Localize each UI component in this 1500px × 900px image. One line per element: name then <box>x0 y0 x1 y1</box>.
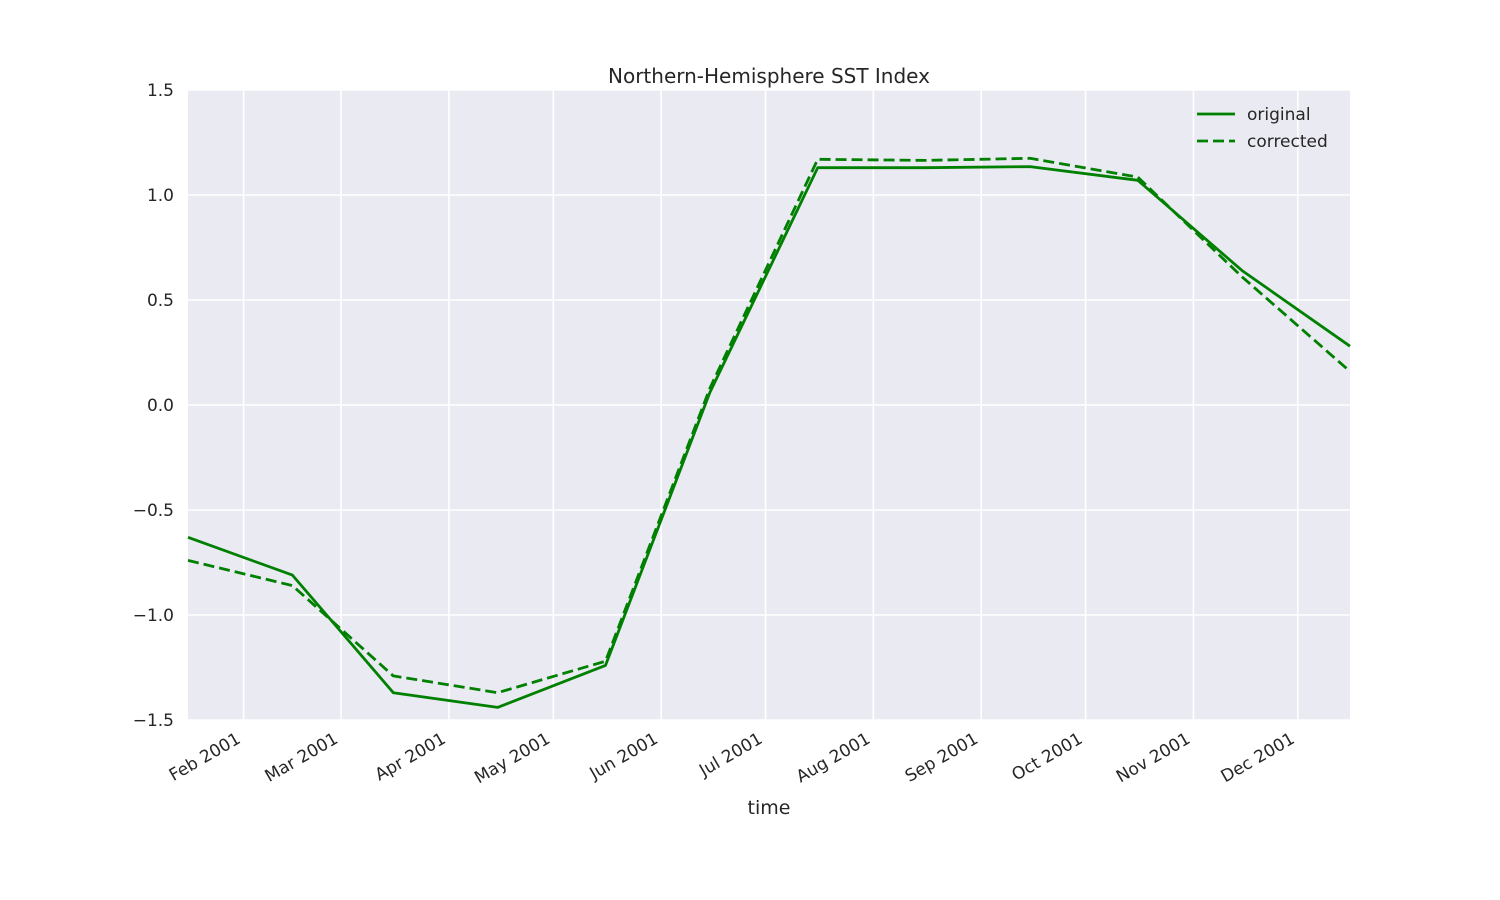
x-tick-label: Jun 2001 <box>586 729 662 784</box>
y-tick-label: 1.5 <box>147 81 174 101</box>
series-layer <box>187 156 1351 709</box>
x-tick-label: Nov 2001 <box>1113 729 1194 787</box>
series-line-corrected <box>187 156 1351 695</box>
y-tick-label: −0.5 <box>133 501 174 521</box>
y-tick-label: −1.0 <box>133 606 174 626</box>
x-tick-label: Aug 2001 <box>793 729 874 787</box>
legend-label-original: original <box>1247 105 1311 125</box>
x-tick-label: Oct 2001 <box>1008 729 1086 785</box>
chart-title: Northern-Hemisphere SST Index <box>608 64 930 88</box>
x-tick-label: Apr 2001 <box>372 729 450 785</box>
y-tick-label: 1.0 <box>147 186 174 206</box>
x-tick-label: May 2001 <box>471 729 554 788</box>
y-tick-label: −1.5 <box>133 711 174 731</box>
x-axis-title: time <box>748 797 791 819</box>
x-tick-label: Mar 2001 <box>262 729 342 787</box>
x-axis-ticks: Feb 2001 Mar 2001 Apr 2001 May 2001 Jun 2001… <box>166 729 1298 788</box>
legend: original corrected <box>1197 105 1328 152</box>
x-tick-label: Feb 2001 <box>166 729 244 786</box>
y-axis-ticks: −1.5 −1.0 −0.5 0.0 0.5 1.0 1.5 <box>133 81 174 731</box>
x-tick-label: Sep 2001 <box>902 729 982 787</box>
grid <box>188 89 1350 721</box>
legend-label-corrected: corrected <box>1247 132 1328 152</box>
x-tick-label: Dec 2001 <box>1218 729 1299 787</box>
y-tick-label: 0.0 <box>147 396 174 416</box>
x-tick-label: Jul 2001 <box>695 729 766 781</box>
y-tick-label: 0.5 <box>147 291 174 311</box>
